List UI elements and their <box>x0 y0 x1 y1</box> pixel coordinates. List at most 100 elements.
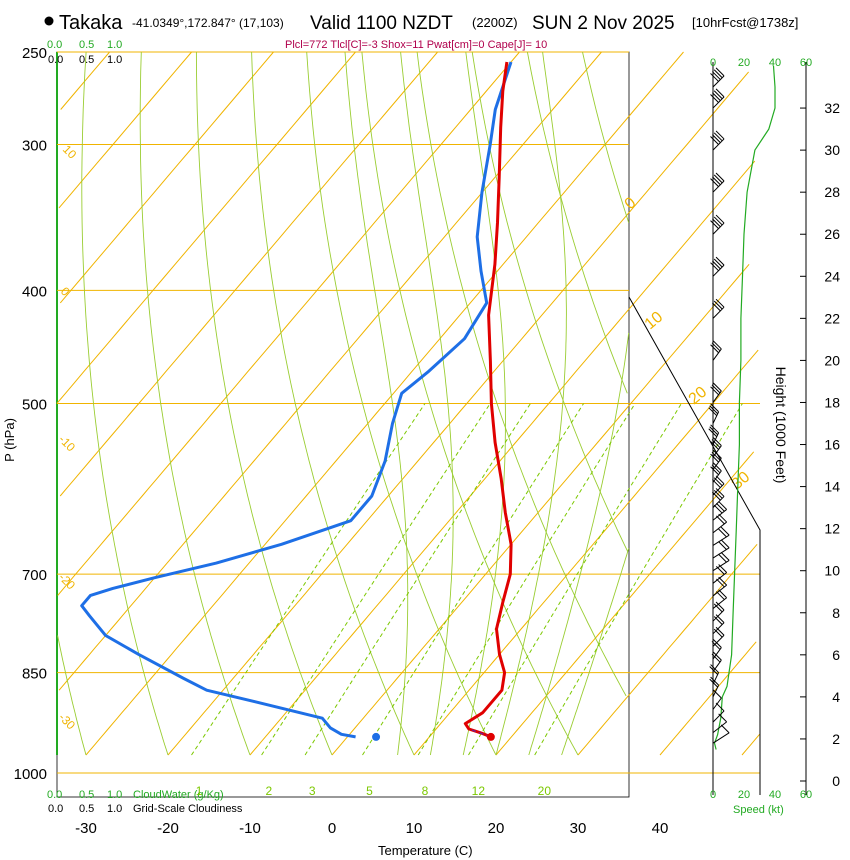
pressure-tick-label: 300 <box>22 137 47 154</box>
wind-barb-flag <box>712 302 721 312</box>
wind-barb-flag <box>715 488 725 497</box>
isotherm-line <box>58 51 602 691</box>
wind-barb-flag <box>720 526 730 536</box>
wind-barb-flag <box>715 626 725 636</box>
surface-temperature-marker <box>486 732 495 741</box>
mixing-ratio-line <box>468 403 682 756</box>
y-axis-title: P (hPa) <box>2 418 17 462</box>
cloudiness-label: Grid-Scale Cloudiness <box>133 803 243 815</box>
x-axis-title: Temperature (C) <box>378 843 473 858</box>
mixing-ratio-label: 20 <box>538 784 552 798</box>
wind-barb-flag <box>713 628 723 638</box>
speed-tick-label: 60 <box>800 789 812 801</box>
wind-barb-flag <box>710 262 719 272</box>
wind-barb-flag <box>718 501 728 510</box>
wind-barb <box>712 547 730 559</box>
cloud-tick-label: 0.0 <box>47 789 62 801</box>
axis-tick-labels: -30 -20 -10 0 10 20 30 40 250 300 400 500 700 850 1000 <box>14 45 669 837</box>
wind-barb-flag <box>718 528 727 538</box>
wind-barb-flag <box>709 426 719 436</box>
dry-adiabat-line <box>361 51 579 756</box>
height-tick-label: 6 <box>832 647 840 663</box>
speed-tick-label: 40 <box>769 57 781 69</box>
dry-adiabat-line <box>139 51 251 756</box>
wind-barb-flag <box>716 515 725 525</box>
wind-barb-flag <box>713 90 723 100</box>
speed-tick-label: 20 <box>738 789 750 801</box>
wind-barb-flag <box>713 437 722 447</box>
wind-panel: 0246810121416182022242628303200202040406… <box>628 57 840 801</box>
temperature-tick-label: 10 <box>406 820 423 837</box>
wind-barb-flag <box>715 614 725 623</box>
speed-tick-label: 0 <box>710 789 716 801</box>
dry-adiabat-lines <box>57 51 630 756</box>
dry-adiabat-line <box>416 51 627 697</box>
wind-barb-flag <box>713 449 722 459</box>
station-dot-icon <box>44 16 54 26</box>
wind-barb-flag <box>713 603 723 613</box>
wind-barb-flag <box>713 216 723 226</box>
temperature-tick-label: 0 <box>328 820 336 837</box>
wind-barb-flag <box>710 424 719 434</box>
wind-barb <box>712 710 725 723</box>
wind-barb-flag <box>715 298 725 308</box>
height-tick-label: 28 <box>824 184 840 200</box>
cloudiness-tick-label: 1.0 <box>107 803 122 815</box>
wind-barb-flag <box>710 73 719 82</box>
wind-barb-flag <box>713 132 723 142</box>
wind-barb-flag <box>711 464 721 474</box>
isotherm-line <box>577 543 758 756</box>
wind-barb-flag <box>712 134 721 144</box>
wind-barb-flag <box>709 405 719 415</box>
wind-barb-flag <box>715 130 725 140</box>
moist-adiabat-line <box>528 332 630 756</box>
height-tick-label: 4 <box>832 689 840 705</box>
isotherm-line <box>85 51 684 756</box>
wind-barb <box>712 721 727 734</box>
wind-barb-flag <box>710 94 719 103</box>
height-tick-label: 16 <box>824 437 840 453</box>
pressure-tick-label: 250 <box>22 45 47 62</box>
sounding-profiles <box>80 61 513 741</box>
wind-barb-flag <box>712 176 721 186</box>
wind-barb-flag <box>713 382 722 392</box>
cloudiness-tick-label: 0.5 <box>79 54 94 66</box>
mixing-ratio-label: 1 <box>196 784 203 798</box>
isotherm-line <box>58 51 192 209</box>
cloud-ticks-bottom: 0.0 0.5 1.0 CloudWater (g/Kg) 0.0 0.5 1.… <box>47 789 243 815</box>
wind-barb-flag <box>710 136 719 145</box>
temperature-tick-label: -10 <box>239 820 261 837</box>
pressure-tick-label: 400 <box>22 283 47 300</box>
mixing-ratio-label: 2 <box>266 784 273 798</box>
moist-adiabat-lines <box>344 51 630 756</box>
height-tick-label: 30 <box>824 142 840 158</box>
dry-adiabat-line <box>251 51 415 756</box>
isotherm-line <box>249 160 756 756</box>
wind-barb-flag <box>720 724 730 734</box>
cloud-tick-label: 0.5 <box>79 789 94 801</box>
pressure-tick-label: 500 <box>22 397 47 414</box>
height-tick-label: 32 <box>824 100 840 116</box>
height-tick-label: 10 <box>824 563 840 579</box>
wind-barb-flag <box>711 384 721 394</box>
temperature-tick-label: 20 <box>488 820 505 837</box>
wind-barb-flag <box>715 601 725 611</box>
stability-indices: Plcl=772 Tlcl[C]=-3 Shox=11 Pwat[cm]=0 C… <box>285 39 547 51</box>
moist-adiabat-line <box>495 51 567 756</box>
wind-barb-flag <box>718 589 728 599</box>
wind-barb-flag <box>712 218 721 228</box>
moist-adiabat-line <box>400 51 454 756</box>
mixing-ratio-line <box>304 403 531 756</box>
wind-barb-flag <box>718 513 728 523</box>
wind-barb-flag <box>710 664 719 673</box>
wind-barb <box>712 647 722 660</box>
mixing-ratio-line <box>417 403 636 756</box>
wind-barb-flag <box>712 92 721 101</box>
mixing-ratio-line <box>362 403 585 756</box>
isobar-lines <box>57 51 760 774</box>
mixing-ratio-label: 3 <box>309 784 316 798</box>
wind-barb <box>712 559 730 572</box>
wind-barb-flag <box>710 441 719 450</box>
